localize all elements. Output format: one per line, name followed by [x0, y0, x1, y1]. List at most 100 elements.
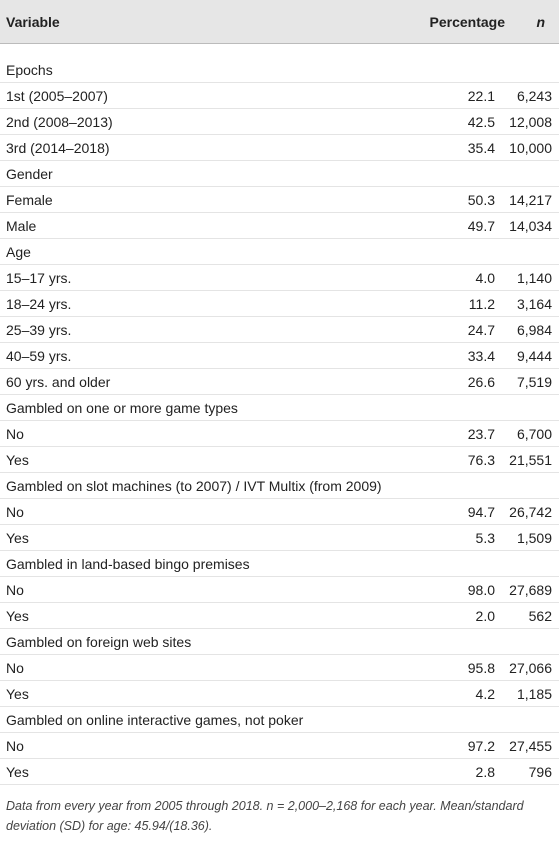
cell: 9,444 [516, 348, 552, 364]
data-row: No 23.7 6,700 [0, 421, 559, 447]
data-row: No 97.2 27,455 [0, 733, 559, 759]
cell: Gambled on online interactive games, not… [6, 712, 304, 728]
cell: 15–17 yrs. [6, 270, 72, 286]
cell: 50.3 [467, 192, 495, 208]
cell: 23.7 [467, 426, 495, 442]
data-row: No 94.7 26,742 [0, 499, 559, 525]
group-row: Gambled on one or more game types [0, 395, 559, 421]
group-row: Gambled on online interactive games, not… [0, 707, 559, 733]
cell: 4.0 [475, 270, 495, 286]
cell: 11.2 [468, 296, 495, 312]
cell: 14,217 [509, 192, 552, 208]
cell: 2.0 [475, 608, 495, 624]
header-cell: Variable [6, 14, 60, 30]
cell: 6,984 [516, 322, 552, 338]
cell: Gender [6, 166, 53, 182]
group-row: Epochs [0, 57, 559, 83]
cell: 10,000 [509, 140, 552, 156]
cell: Gambled in land-based bingo premises [6, 556, 250, 572]
data-row: 15–17 yrs. 4.0 1,140 [0, 265, 559, 291]
cell: 4.2 [475, 686, 495, 702]
cell: 12,008 [509, 114, 552, 130]
cell: Gambled on foreign web sites [6, 634, 192, 650]
data-row: Yes 4.2 1,185 [0, 681, 559, 707]
cell: 22.1 [467, 88, 495, 104]
cell: 35.4 [467, 140, 495, 156]
cell: 42.5 [467, 114, 495, 130]
data-row: 18–24 yrs. 11.2 3,164 [0, 291, 559, 317]
cell: No [6, 504, 24, 520]
cell: 1,140 [516, 270, 552, 286]
data-row: 25–39 yrs. 24.7 6,984 [0, 317, 559, 343]
cell: 94.7 [467, 504, 495, 520]
cell: 97.2 [467, 738, 495, 754]
cell: 27,455 [509, 738, 552, 754]
group-row: Gambled in land-based bingo premises [0, 551, 559, 577]
data-row: Yes 2.0 562 [0, 603, 559, 629]
cell: 33.4 [467, 348, 495, 364]
cell: 25–39 yrs. [6, 322, 72, 338]
cell: 2nd (2008–2013) [6, 114, 113, 130]
footnote: Data from every year from 2005 through 2… [6, 799, 524, 833]
cell: 24.7 [467, 322, 495, 338]
cell: Male [6, 218, 37, 234]
cell: 796 [528, 764, 552, 780]
cell: 3rd (2014–2018) [6, 140, 110, 156]
cell: 98.0 [467, 582, 495, 598]
cell: Gambled on slot machines (to 2007) / IVT… [6, 478, 382, 494]
cell: No [6, 582, 24, 598]
cell: 60 yrs. and older [6, 374, 111, 390]
cell: 5.3 [475, 530, 495, 546]
cell: 6,700 [516, 426, 552, 442]
cell: 27,689 [509, 582, 552, 598]
cell: Epochs [6, 62, 53, 78]
cell: No [6, 738, 24, 754]
header-row: Variable Percentage n [0, 0, 559, 44]
data-row: No 95.8 27,066 [0, 655, 559, 681]
cell: 49.7 [467, 218, 495, 234]
group-row: Gambled on slot machines (to 2007) / IVT… [0, 473, 559, 499]
data-row: No 98.0 27,689 [0, 577, 559, 603]
group-row: Gender [0, 161, 559, 187]
data-row: 1st (2005–2007) 22.1 6,243 [0, 83, 559, 109]
cell: Yes [6, 452, 29, 468]
cell: Yes [6, 764, 29, 780]
cell: 26,742 [509, 504, 552, 520]
cell: 76.3 [467, 452, 495, 468]
cell: 1,509 [516, 530, 552, 546]
data-row: Female 50.3 14,217 [0, 187, 559, 213]
cell: 1,185 [516, 686, 552, 702]
cell: Age [6, 244, 31, 260]
data-row: Male 49.7 14,034 [0, 213, 559, 239]
cell: 21,551 [509, 452, 552, 468]
cell: 14,034 [509, 218, 552, 234]
header-cell: n [536, 14, 545, 30]
group-row: Age [0, 239, 559, 265]
cell: 1st (2005–2007) [6, 88, 108, 104]
group-row: Gambled on foreign web sites [0, 629, 559, 655]
data-row: 3rd (2014–2018) 35.4 10,000 [0, 135, 559, 161]
cell: 95.8 [467, 660, 495, 676]
cell: Yes [6, 530, 29, 546]
data-row: Yes 2.8 796 [0, 759, 559, 785]
cell: 6,243 [516, 88, 552, 104]
cell: Gambled on one or more game types [6, 400, 238, 416]
cell: 3,164 [516, 296, 552, 312]
cell: 26.6 [467, 374, 495, 390]
cell: 40–59 yrs. [6, 348, 72, 364]
cell: No [6, 660, 24, 676]
cell: 27,066 [509, 660, 552, 676]
cell: Yes [6, 686, 29, 702]
data-row: 40–59 yrs. 33.4 9,444 [0, 343, 559, 369]
data-row: 2nd (2008–2013) 42.5 12,008 [0, 109, 559, 135]
cell: 7,519 [516, 374, 552, 390]
header-cell: Percentage [429, 14, 505, 30]
data-row: Yes 76.3 21,551 [0, 447, 559, 473]
cell: 2.8 [475, 764, 495, 780]
data-row: 60 yrs. and older 26.6 7,519 [0, 369, 559, 395]
cell: 562 [528, 608, 552, 624]
cell: Yes [6, 608, 29, 624]
cell: 18–24 yrs. [6, 296, 72, 312]
cell: Female [6, 192, 53, 208]
